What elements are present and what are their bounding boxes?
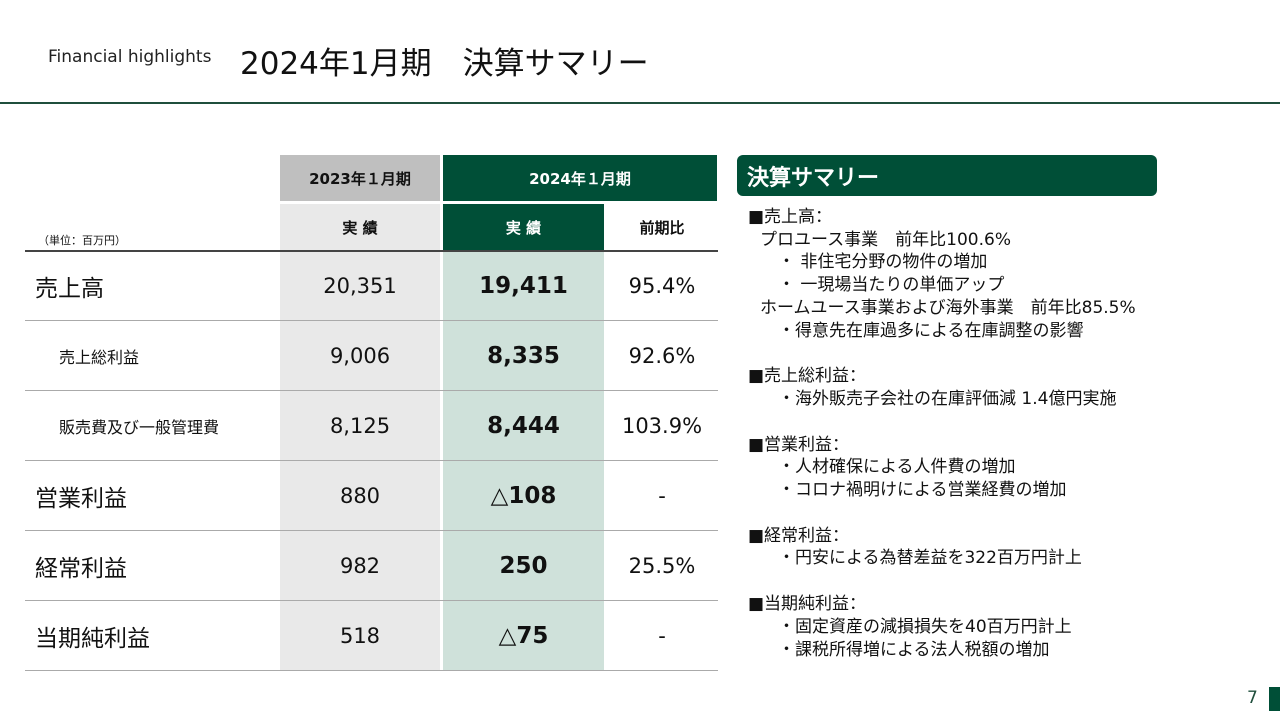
- prev-value: 9,006: [329, 344, 391, 368]
- row-label: 売上総利益: [59, 348, 140, 367]
- table-row: 売上総利益 9,006 8,335 92.6%: [25, 321, 718, 391]
- summary-heading: ■当期純利益：: [748, 594, 867, 615]
- summary-line: プロユース事業 前年比100.6%: [760, 229, 1011, 250]
- summary-list: ■売上高： プロユース事業 前年比100.6% ・ 非住宅分野の物件の増加・ 一現場…: [748, 206, 1268, 684]
- row-label: 販売費及び一般管理費: [59, 418, 220, 437]
- summary-section: ■売上高： プロユース事業 前年比100.6% ・ 非住宅分野の物件の増加・ 一現場…: [748, 206, 1268, 342]
- summary-line: ・コロナ禍明けによる営業経費の増加: [778, 480, 1067, 501]
- section-label: Financial highlights: [48, 47, 212, 67]
- page-accent-bar: [1269, 687, 1280, 711]
- cur-value: 8,444: [487, 413, 560, 439]
- summary-line: ・ 一現場当たりの単価アップ: [778, 275, 1005, 296]
- prev-value: 20,351: [323, 274, 397, 298]
- summary-line: ・海外販売子会社の在庫評価減 1.4億円実施: [778, 388, 1117, 409]
- prev-value: 880: [339, 484, 381, 508]
- cur-value: △108: [490, 483, 557, 509]
- prev-actual-header: 実 績: [342, 218, 378, 237]
- cur-value: 19,411: [479, 273, 568, 299]
- prev-value: 518: [339, 624, 381, 648]
- ratio-value: 92.6%: [628, 344, 696, 368]
- summary-line: ・人材確保による人件費の増加: [778, 457, 1016, 478]
- summary-line: ホームユース事業および海外事業 前年比85.5%: [760, 297, 1136, 318]
- prev-column-bg: [280, 204, 440, 671]
- summary-heading: ■売上総利益：: [748, 366, 867, 387]
- summary-heading: ■売上高：: [748, 207, 833, 227]
- table-row: 販売費及び一般管理費 8,125 8,444 103.9%: [25, 391, 718, 461]
- prev-value: 8,125: [329, 414, 391, 438]
- table-top-rule: [25, 250, 718, 252]
- table-row: 売上高 20,351 19,411 95.4%: [25, 251, 718, 321]
- ratio-header: 前期比: [639, 218, 685, 237]
- summary-line: ・得意先在庫過多による在庫調整の影響: [778, 320, 1084, 341]
- page-number: 7: [1247, 688, 1258, 708]
- summary-line: ・課税所得増による法人税額の増加: [778, 639, 1050, 660]
- summary-section: ■営業利益： ・人材確保による人件費の増加 ・コロナ禍明けによる営業経費の増加: [748, 434, 1268, 502]
- ratio-value: 95.4%: [628, 274, 696, 298]
- ratio-value: 103.9%: [621, 414, 703, 438]
- summary-line: ・円安による為替差益を322百万円計上: [778, 548, 1082, 569]
- summary-section: ■経常利益： ・円安による為替差益を322百万円計上: [748, 525, 1268, 570]
- row-label: 営業利益: [35, 486, 127, 512]
- summary-section: ■売上総利益： ・海外販売子会社の在庫評価減 1.4億円実施: [748, 365, 1268, 410]
- summary-line: ・固定資産の減損損失を40百万円計上: [778, 616, 1072, 637]
- summary-heading: ■経常利益：: [748, 525, 850, 546]
- table-row: 営業利益 880 △108 -: [25, 461, 718, 531]
- summary-section: ■当期純利益： ・固定資産の減損損失を40百万円計上 ・課税所得増による法人税額の増…: [748, 593, 1268, 661]
- row-label: 経常利益: [35, 556, 127, 582]
- cur-value: 8,335: [487, 343, 560, 369]
- header-divider: [0, 102, 1280, 104]
- period-prev-header: 2023年１月期: [280, 155, 440, 201]
- row-label: 売上高: [35, 276, 104, 302]
- period-cur-header: 2024年１月期: [443, 155, 717, 201]
- row-label: 当期純利益: [35, 626, 150, 652]
- ratio-value: -: [658, 484, 666, 508]
- prev-value: 982: [339, 554, 381, 578]
- summary-heading: ■営業利益：: [748, 434, 850, 455]
- ratio-value: -: [658, 624, 666, 648]
- summary-title: 決算サマリー: [737, 155, 1157, 196]
- cur-value: 250: [499, 553, 548, 579]
- ratio-value: 25.5%: [628, 554, 696, 578]
- table-row: 当期純利益 518 △75 -: [25, 601, 718, 671]
- cur-value: △75: [498, 623, 549, 649]
- table-row: 経常利益 982 250 25.5%: [25, 531, 718, 601]
- unit-label: （単位：百万円）: [38, 234, 126, 247]
- summary-line: ・ 非住宅分野の物件の増加: [778, 252, 988, 273]
- cur-actual-header: 実 績: [443, 204, 604, 250]
- page-title: 2024年1月期 決算サマリー: [240, 46, 649, 82]
